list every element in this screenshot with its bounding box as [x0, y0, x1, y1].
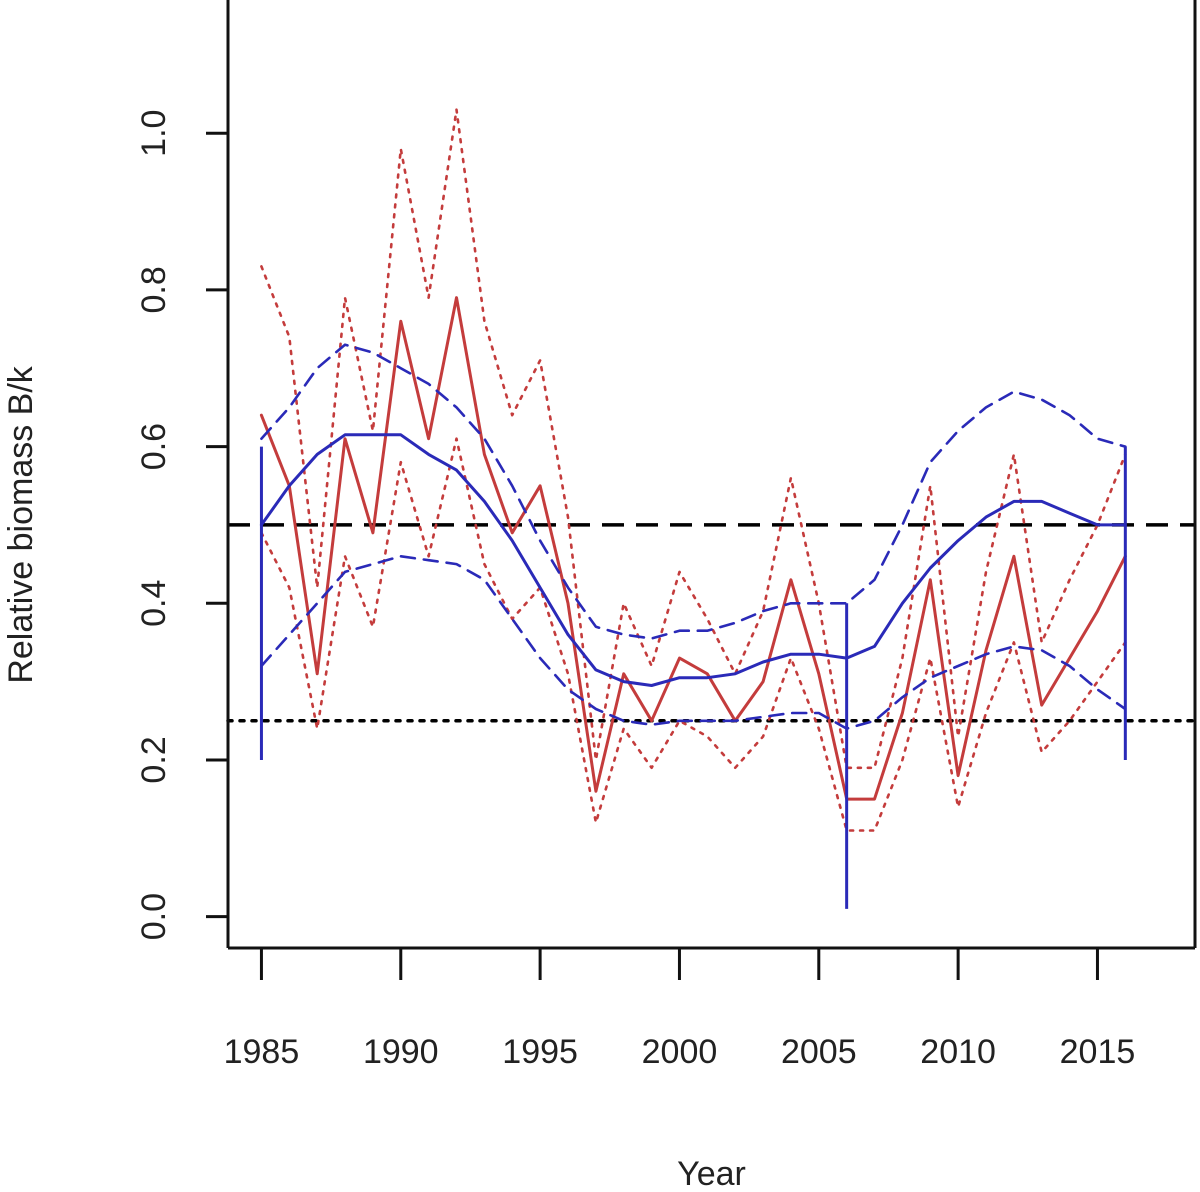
x-tick-label: 2010 — [920, 1033, 996, 1071]
x-tick-label: 1985 — [224, 1033, 300, 1071]
x-tick-label: 2005 — [781, 1033, 857, 1071]
plot-area — [226, 108, 1197, 909]
y-axis-title: Relative biomass B/k — [2, 365, 40, 683]
red-series-dotted-line — [260, 108, 1127, 770]
y-tick-label: 0.0 — [135, 893, 173, 940]
ticks: 0.0 0.2 0.4 0.6 0.8 1.0 1985 1990 1995 2000 2005 20… — [135, 110, 1135, 1071]
y-tick-label: 1.0 — [135, 110, 173, 157]
blue-series-solid-line — [259, 433, 1127, 687]
x-tick-label: 1995 — [502, 1033, 578, 1071]
y-tick-label: 0.2 — [135, 736, 173, 783]
red-series-dotted-line — [260, 437, 1127, 832]
x-tick-label: 2000 — [642, 1033, 718, 1071]
y-tick-label: 0.4 — [135, 580, 173, 627]
y-tick-label: 0.6 — [135, 423, 173, 470]
red-series-solid-line — [259, 296, 1127, 801]
axes — [226, 0, 1197, 950]
y-tick-label: 0.8 — [135, 266, 173, 313]
x-tick-label: 2015 — [1060, 1033, 1136, 1071]
x-tick-label: 1990 — [363, 1033, 439, 1071]
x-axis-title: Year — [677, 1155, 746, 1192]
blue-series-dashed-line — [260, 554, 1127, 730]
blue-series-dashed-line — [260, 343, 1127, 640]
